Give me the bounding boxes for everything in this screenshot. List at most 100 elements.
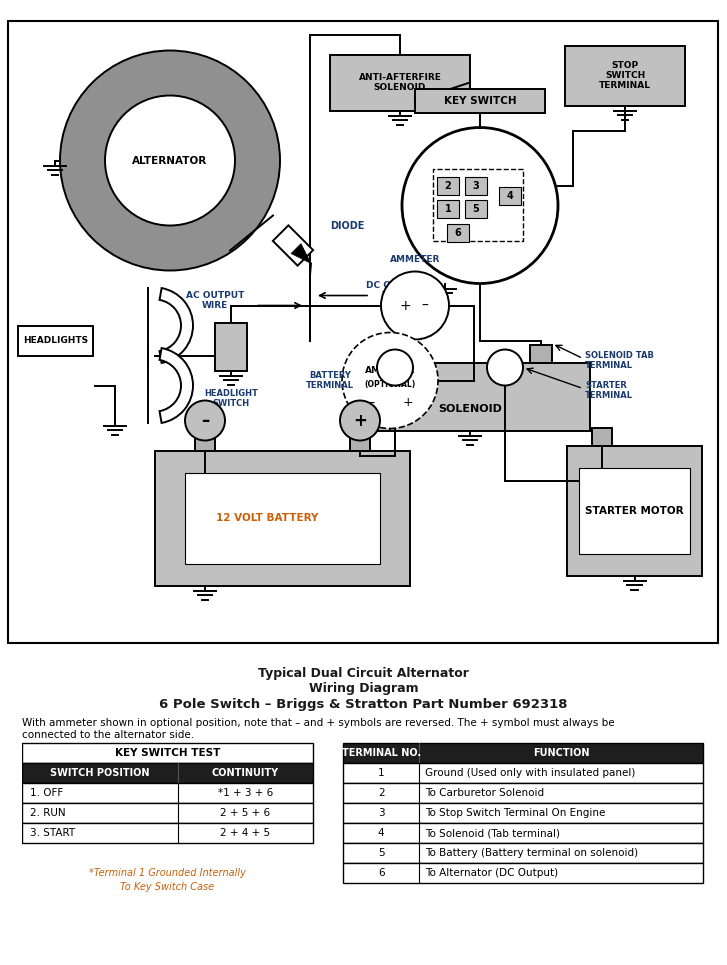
Text: BATTERY
TERMINAL: BATTERY TERMINAL xyxy=(306,371,354,390)
Wedge shape xyxy=(159,348,193,423)
Bar xyxy=(18,325,93,355)
Text: HEADLIGHTS: HEADLIGHTS xyxy=(23,336,88,345)
Text: +: + xyxy=(353,411,367,429)
Text: 3: 3 xyxy=(378,808,385,818)
Text: +: + xyxy=(403,396,414,409)
Text: KEY SWITCH: KEY SWITCH xyxy=(443,96,516,105)
Text: 2 + 4 + 5: 2 + 4 + 5 xyxy=(220,828,270,838)
Bar xyxy=(343,843,703,863)
Bar xyxy=(579,467,690,554)
Text: 2: 2 xyxy=(378,788,385,798)
Bar xyxy=(22,803,313,823)
Bar xyxy=(530,345,552,363)
Text: To Solenoid (Tab terminal): To Solenoid (Tab terminal) xyxy=(425,828,560,838)
Circle shape xyxy=(60,50,280,270)
Bar xyxy=(565,45,685,105)
Bar xyxy=(343,763,703,783)
Text: 3. START: 3. START xyxy=(30,828,75,838)
Text: KEY SWITCH TEST: KEY SWITCH TEST xyxy=(115,748,220,758)
Circle shape xyxy=(340,400,380,440)
Text: 4: 4 xyxy=(507,190,513,201)
Polygon shape xyxy=(273,226,313,265)
Text: 1: 1 xyxy=(445,204,451,213)
Text: +: + xyxy=(399,298,411,313)
Circle shape xyxy=(381,271,449,340)
Text: 2. RUN: 2. RUN xyxy=(30,808,65,818)
Text: –: – xyxy=(369,396,375,409)
Text: STOP
SWITCH
TERMINAL: STOP SWITCH TERMINAL xyxy=(599,61,651,91)
Circle shape xyxy=(402,127,558,284)
Text: *1 + 3 + 6: *1 + 3 + 6 xyxy=(218,788,273,798)
Text: To Battery (Battery terminal on solenoid): To Battery (Battery terminal on solenoid… xyxy=(425,848,638,858)
Text: ANTI-AFTERFIRE
SOLENOID: ANTI-AFTERFIRE SOLENOID xyxy=(358,72,441,93)
Text: Wiring Diagram: Wiring Diagram xyxy=(309,681,418,695)
Text: 3: 3 xyxy=(473,180,479,190)
Circle shape xyxy=(185,400,225,440)
Text: –: – xyxy=(201,411,209,429)
Text: 6 Pole Switch – Briggs & Stratton Part Number 692318: 6 Pole Switch – Briggs & Stratton Part N… xyxy=(159,698,568,710)
Bar xyxy=(343,783,703,803)
Text: ALTERNATOR: ALTERNATOR xyxy=(132,155,208,166)
Text: 12 VOLT BATTERY: 12 VOLT BATTERY xyxy=(217,513,318,523)
Text: TERMINAL NO.: TERMINAL NO. xyxy=(342,748,421,758)
Text: To Carburetor Solenoid: To Carburetor Solenoid xyxy=(425,788,544,798)
Bar xyxy=(22,743,313,763)
Bar xyxy=(155,451,410,586)
Text: To Stop Switch Terminal On Engine: To Stop Switch Terminal On Engine xyxy=(425,808,605,818)
Text: DIODE: DIODE xyxy=(330,221,364,231)
Bar xyxy=(465,200,487,217)
Text: 5: 5 xyxy=(378,848,385,858)
Text: DC OUTPUT
WIRE: DC OUTPUT WIRE xyxy=(366,281,425,300)
Bar xyxy=(343,823,703,843)
Bar xyxy=(447,224,469,241)
Text: STARTER MOTOR: STARTER MOTOR xyxy=(585,506,684,515)
Bar xyxy=(343,743,703,763)
Text: 5: 5 xyxy=(473,204,479,213)
Text: 6: 6 xyxy=(454,228,462,237)
Bar xyxy=(343,803,703,823)
Bar xyxy=(592,427,612,446)
Text: AMMETER: AMMETER xyxy=(390,255,440,263)
Text: 2: 2 xyxy=(445,180,451,190)
Bar xyxy=(22,783,313,803)
Bar xyxy=(215,322,247,371)
Text: HEADLIGHT
SWITCH: HEADLIGHT SWITCH xyxy=(204,389,258,408)
Text: 2 + 5 + 6: 2 + 5 + 6 xyxy=(220,808,270,818)
Bar xyxy=(437,200,459,217)
Text: 1. OFF: 1. OFF xyxy=(30,788,63,798)
Text: To Alternator (DC Output): To Alternator (DC Output) xyxy=(425,868,558,878)
Polygon shape xyxy=(291,243,311,263)
Bar xyxy=(185,473,380,564)
Text: SWITCH POSITION: SWITCH POSITION xyxy=(50,768,150,778)
Bar xyxy=(22,823,313,843)
Circle shape xyxy=(342,333,438,428)
Bar xyxy=(343,863,703,883)
Text: Typical Dual Circuit Alternator: Typical Dual Circuit Alternator xyxy=(258,667,469,679)
Text: FUNCTION: FUNCTION xyxy=(533,748,589,758)
Bar xyxy=(415,89,545,113)
Bar xyxy=(350,363,590,430)
Bar xyxy=(567,446,702,575)
Text: Ground (Used only with insulated panel): Ground (Used only with insulated panel) xyxy=(425,768,635,778)
Text: With ammeter shown in optional position, note that – and + symbols are reversed.: With ammeter shown in optional position,… xyxy=(22,718,614,739)
Bar xyxy=(330,54,470,111)
Text: 4: 4 xyxy=(378,828,385,838)
Wedge shape xyxy=(159,289,193,363)
Text: SOLENOID: SOLENOID xyxy=(438,403,502,414)
Circle shape xyxy=(377,349,413,385)
Bar xyxy=(465,177,487,195)
Bar xyxy=(499,186,521,205)
Text: AMMETER: AMMETER xyxy=(365,366,415,375)
Circle shape xyxy=(487,349,523,385)
Bar xyxy=(433,169,523,240)
Text: 6: 6 xyxy=(378,868,385,878)
Text: 1: 1 xyxy=(378,768,385,778)
Bar xyxy=(195,432,215,451)
Text: SOLENOID TAB
TERMINAL: SOLENOID TAB TERMINAL xyxy=(585,351,654,371)
Bar xyxy=(350,432,370,451)
Text: –: – xyxy=(422,298,428,313)
Text: *Terminal 1 Grounded Internally: *Terminal 1 Grounded Internally xyxy=(89,868,246,878)
Bar xyxy=(437,177,459,195)
Text: CONTINUITY: CONTINUITY xyxy=(212,768,279,778)
Circle shape xyxy=(105,96,235,226)
